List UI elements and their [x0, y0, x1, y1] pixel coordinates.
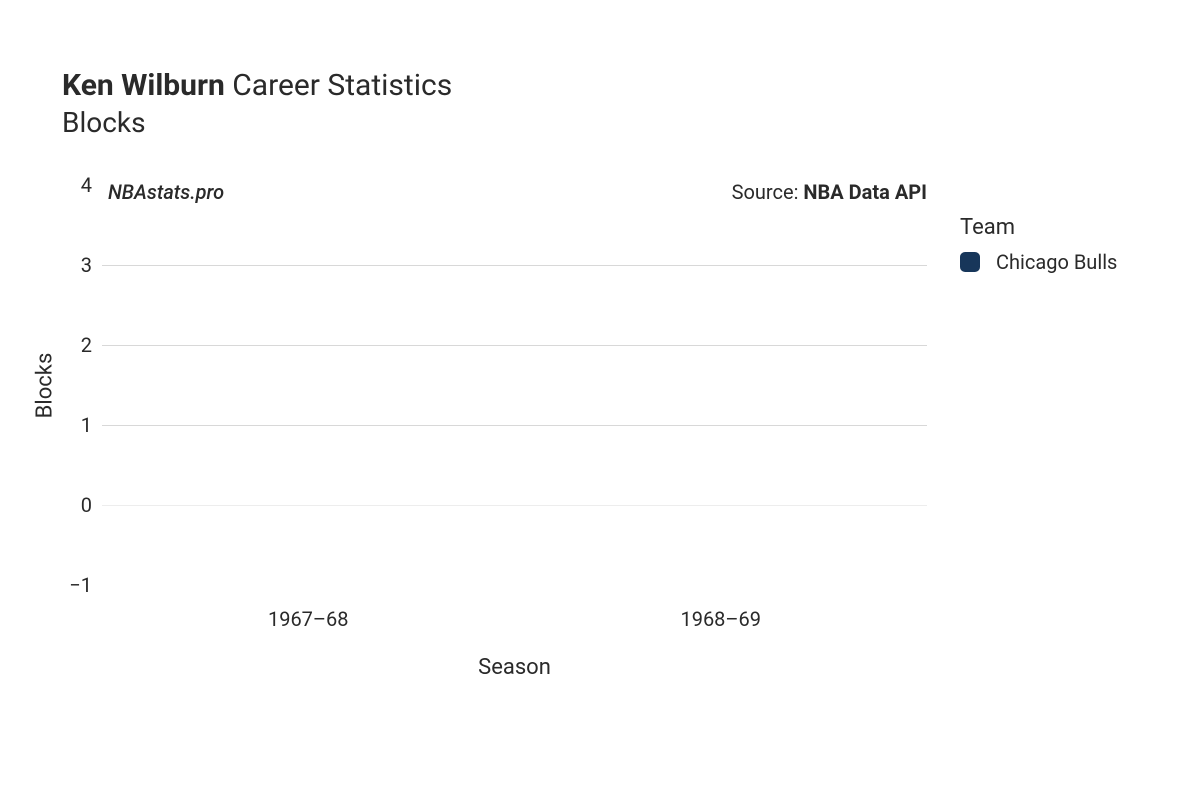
legend-title: Team [960, 215, 1117, 240]
gridline [102, 425, 927, 426]
source-prefix: Source: [732, 180, 804, 204]
x-axis-label: Season [478, 655, 551, 680]
y-tick-label: 1 [52, 413, 92, 437]
title-block: Ken Wilburn Career Statistics Blocks [62, 68, 452, 139]
title-bold: Ken Wilburn [62, 68, 225, 103]
y-tick-label: 4 [52, 173, 92, 197]
y-tick-label: 0 [52, 493, 92, 517]
source-name: NBA Data API [803, 180, 927, 204]
y-tick-label: 2 [52, 333, 92, 357]
chart-subtitle: Blocks [62, 106, 452, 139]
legend-swatch [960, 252, 980, 272]
x-tick-label: 1968–69 [680, 607, 761, 631]
y-axis-label: Blocks [32, 353, 57, 419]
gridline [102, 265, 927, 266]
legend: Team Chicago Bulls [960, 215, 1117, 274]
watermark: NBAstats.pro [108, 180, 224, 204]
x-tick-label: 1967–68 [268, 607, 349, 631]
chart-container: Ken Wilburn Career Statistics Blocks NBA… [0, 0, 1200, 800]
y-tick-label: −1 [52, 573, 92, 597]
legend-item: Chicago Bulls [960, 250, 1117, 274]
gridline [102, 505, 927, 506]
legend-label: Chicago Bulls [996, 250, 1117, 274]
y-tick-label: 3 [52, 253, 92, 277]
source-attribution: Source: NBA Data API [732, 180, 927, 204]
gridline [102, 345, 927, 346]
plot-area [102, 185, 927, 585]
title-normal: Career Statistics [225, 68, 452, 103]
chart-title: Ken Wilburn Career Statistics [62, 68, 452, 104]
gridline [102, 585, 927, 586]
